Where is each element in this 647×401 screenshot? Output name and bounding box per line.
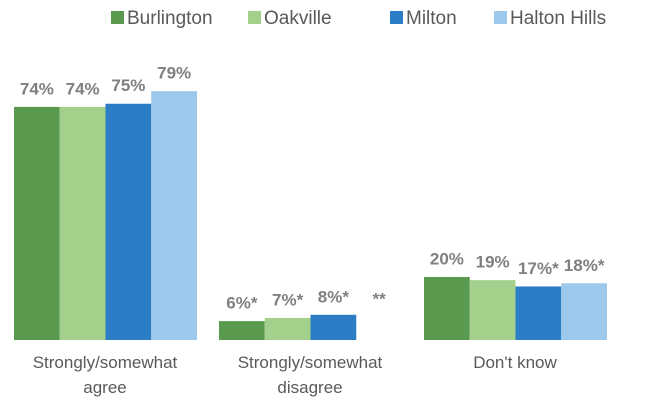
data-label: 7%* [272,290,304,309]
data-label: 19% [476,253,510,272]
data-label: 74% [20,79,54,98]
bar [424,277,470,340]
legend-swatch [494,11,507,24]
legend-swatch [390,11,403,24]
data-label: 20% [430,249,464,268]
bar [219,321,265,340]
legend-label: Halton Hills [510,8,606,29]
data-label: 74% [66,79,100,98]
bar [59,106,106,341]
x-tick-label: Strongly/somewhat disagree [237,353,383,397]
data-label: 17%* [518,259,559,278]
bar [310,314,357,340]
bar [151,91,197,341]
data-label: 8%* [318,287,350,306]
bar [264,317,311,340]
legend-label: Oakville [264,8,332,29]
legend-label: Burlington [127,8,213,29]
legend-swatch [111,11,124,24]
data-label: 6%* [226,294,258,313]
legend-swatch [248,11,261,24]
x-tick-label: Don't know [473,353,557,372]
bar [561,283,607,340]
bar [515,286,562,340]
bar [469,280,516,340]
x-tick-label: Strongly/somewhat agree [32,353,178,397]
bar [14,106,60,341]
data-label: 18%* [564,256,605,275]
data-label: 75% [111,76,145,95]
legend-label: Milton [406,8,457,29]
data-label: ** [373,289,387,308]
bar [105,103,152,340]
data-label: 79% [157,64,191,83]
